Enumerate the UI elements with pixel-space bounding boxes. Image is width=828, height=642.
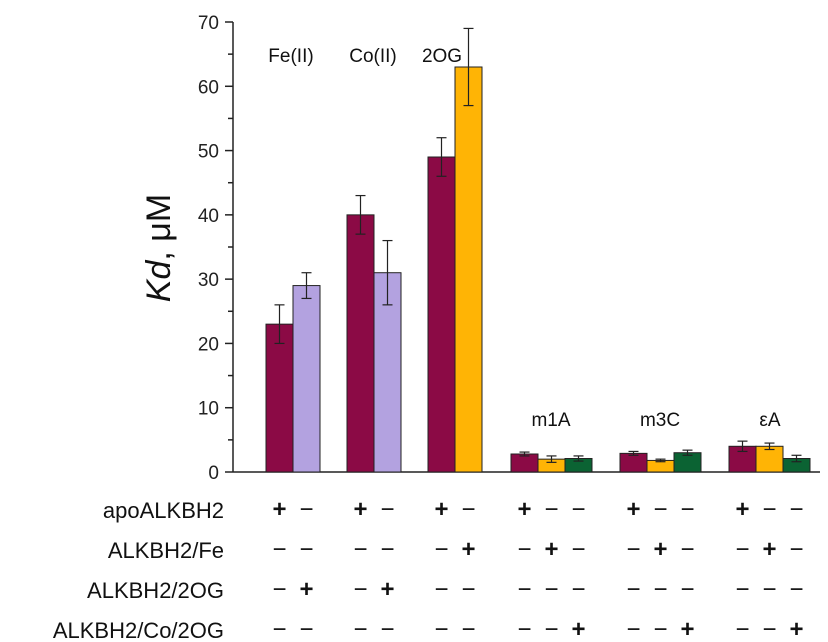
y-tick-label: 20 bbox=[198, 334, 219, 355]
bars bbox=[265, 27, 811, 473]
group-label: m3C bbox=[640, 410, 680, 431]
minus-sign: − bbox=[353, 536, 367, 563]
minus-sign: − bbox=[517, 576, 531, 603]
condition-table: apoALKBH2 ALKBH2/Fe ALKBH2/2OG ALKBH2/Co/2O… bbox=[53, 496, 804, 642]
y-axis-title-italic: Kd bbox=[140, 260, 178, 303]
plus-sign: + bbox=[789, 616, 803, 642]
minus-sign: − bbox=[299, 536, 313, 563]
table-row-label: apoALKBH2 bbox=[103, 498, 224, 523]
minus-sign: − bbox=[789, 576, 803, 603]
minus-sign: − bbox=[762, 616, 776, 642]
bar bbox=[427, 156, 456, 473]
minus-sign: − bbox=[380, 616, 394, 642]
minus-sign: − bbox=[789, 536, 803, 563]
minus-sign: − bbox=[461, 576, 475, 603]
plus-sign: + bbox=[571, 616, 585, 642]
bar bbox=[510, 453, 539, 473]
minus-sign: − bbox=[461, 496, 475, 523]
minus-sign: − bbox=[571, 576, 585, 603]
table-row-label: ALKBH2/Co/2OG bbox=[53, 618, 224, 642]
minus-sign: − bbox=[735, 536, 749, 563]
plus-sign: + bbox=[380, 576, 394, 603]
minus-sign: − bbox=[680, 496, 694, 523]
y-axis: 0 10 20 30 40 50 60 70 bbox=[198, 13, 820, 484]
group-label: 2OG bbox=[422, 46, 462, 67]
bar bbox=[292, 285, 321, 473]
minus-sign: − bbox=[789, 496, 803, 523]
bar bbox=[373, 272, 402, 473]
minus-sign: − bbox=[544, 496, 558, 523]
minus-sign: − bbox=[434, 576, 448, 603]
minus-sign: − bbox=[461, 616, 475, 642]
minus-sign: − bbox=[272, 616, 286, 642]
minus-sign: − bbox=[571, 536, 585, 563]
group-label: εA bbox=[759, 410, 780, 431]
minus-sign: − bbox=[735, 616, 749, 642]
plus-sign: + bbox=[517, 496, 531, 523]
group-label: Co(II) bbox=[349, 46, 397, 67]
plus-sign: + bbox=[461, 536, 475, 563]
minus-sign: − bbox=[353, 616, 367, 642]
minus-sign: − bbox=[653, 616, 667, 642]
y-axis-title-unit: , μM bbox=[140, 194, 178, 261]
minus-sign: − bbox=[626, 576, 640, 603]
y-tick-label: 30 bbox=[198, 270, 219, 291]
minus-sign: − bbox=[434, 536, 448, 563]
bar bbox=[755, 445, 784, 473]
plus-sign: + bbox=[272, 496, 286, 523]
plus-sign: + bbox=[680, 616, 694, 642]
minus-sign: − bbox=[380, 536, 394, 563]
minus-sign: − bbox=[762, 496, 776, 523]
plus-sign: + bbox=[762, 536, 776, 563]
minus-sign: − bbox=[353, 576, 367, 603]
minus-sign: − bbox=[680, 536, 694, 563]
minus-sign: − bbox=[571, 496, 585, 523]
plus-sign: + bbox=[544, 536, 558, 563]
plus-sign: + bbox=[353, 496, 367, 523]
minus-sign: − bbox=[544, 576, 558, 603]
y-tick-label: 40 bbox=[198, 206, 219, 227]
plus-sign: + bbox=[434, 496, 448, 523]
minus-sign: − bbox=[380, 496, 394, 523]
plus-sign: + bbox=[299, 576, 313, 603]
y-tick-label: 0 bbox=[208, 463, 219, 484]
minus-sign: − bbox=[299, 496, 313, 523]
minus-sign: − bbox=[680, 576, 694, 603]
minus-sign: − bbox=[735, 576, 749, 603]
minus-sign: − bbox=[653, 496, 667, 523]
plus-sign: + bbox=[735, 496, 749, 523]
bar bbox=[346, 214, 375, 473]
bar bbox=[265, 323, 294, 473]
group-labels: Fe(II) Co(II) 2OG m1A m3C εA bbox=[268, 46, 781, 431]
bar bbox=[619, 452, 648, 473]
minus-sign: − bbox=[653, 576, 667, 603]
group-label: Fe(II) bbox=[268, 46, 313, 67]
minus-sign: − bbox=[299, 616, 313, 642]
group-label: m1A bbox=[531, 410, 570, 431]
minus-sign: − bbox=[434, 616, 448, 642]
bar bbox=[454, 66, 483, 473]
minus-sign: − bbox=[544, 616, 558, 642]
table-row-label: ALKBH2/Fe bbox=[108, 538, 224, 563]
minus-sign: − bbox=[626, 536, 640, 563]
minus-sign: − bbox=[626, 616, 640, 642]
plus-sign: + bbox=[626, 496, 640, 523]
plus-sign: + bbox=[653, 536, 667, 563]
minus-sign: − bbox=[517, 616, 531, 642]
minus-sign: − bbox=[272, 576, 286, 603]
y-tick-label: 50 bbox=[198, 142, 219, 163]
table-row-label: ALKBH2/2OG bbox=[87, 578, 224, 603]
y-axis-title: Kd, μM bbox=[140, 194, 178, 302]
y-tick-label: 70 bbox=[198, 13, 219, 34]
y-tick-label: 10 bbox=[198, 399, 219, 420]
minus-sign: − bbox=[517, 536, 531, 563]
y-tick-label: 60 bbox=[198, 77, 219, 98]
minus-sign: − bbox=[762, 576, 776, 603]
minus-sign: − bbox=[272, 536, 286, 563]
